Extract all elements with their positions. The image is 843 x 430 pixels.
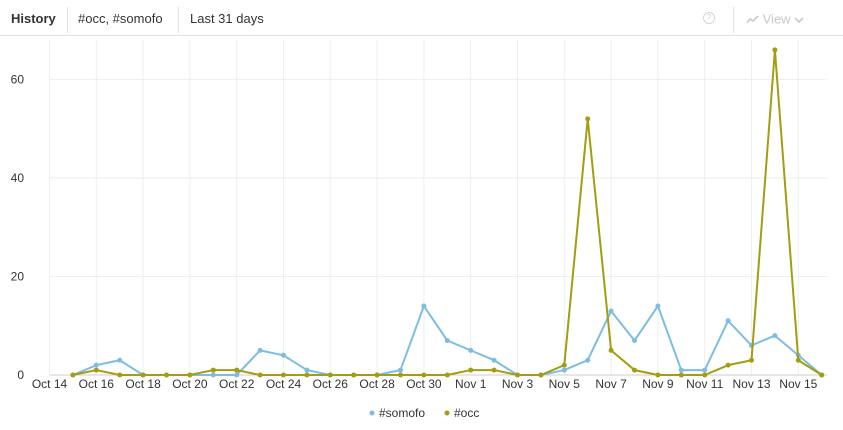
data-point: [257, 347, 263, 353]
legend: #somofo #occ: [369, 406, 479, 420]
x-tick-label: Oct 26: [313, 377, 349, 391]
legend-marker: [444, 410, 450, 416]
view-label: View: [762, 11, 791, 27]
data-point: [281, 372, 286, 378]
x-tick-label: Nov 11: [686, 377, 723, 391]
x-tick-label: Nov 7: [595, 377, 627, 391]
x-tick-label: Nov 9: [642, 377, 674, 391]
y-tick-label: 0: [17, 368, 24, 382]
series-line: [72, 48, 823, 376]
data-point: [608, 347, 614, 353]
y-tick-label: 20: [11, 269, 25, 283]
x-tick-label: Nov 5: [549, 377, 581, 391]
x-tick-label: Oct 24: [266, 377, 302, 391]
data-point: [749, 357, 754, 363]
x-axis-ticks: Oct 14 Oct 16 Oct 18 Oct 20 Oct 22 Oct 24 Oct …: [32, 377, 818, 391]
data-point: [772, 333, 778, 339]
data-point: [281, 352, 286, 358]
data-point: [491, 357, 497, 363]
data-point: [538, 372, 544, 378]
data-point: [210, 372, 216, 378]
x-tick-label: Oct 20: [172, 377, 208, 391]
data-point: [632, 338, 637, 344]
data-point: [772, 47, 778, 53]
data-point: [678, 367, 684, 373]
data-point: [725, 318, 731, 324]
data-point: [70, 372, 76, 378]
data-point: [725, 362, 731, 368]
header-divider: [178, 7, 179, 33]
data-point: [468, 347, 474, 353]
data-point: [117, 372, 123, 378]
header-divider: [733, 7, 734, 33]
data-point: [491, 367, 497, 373]
data-point: [327, 372, 333, 378]
legend-label: #somofo: [379, 406, 425, 420]
data-point: [398, 372, 403, 378]
y-tick-label: 60: [11, 72, 25, 86]
data-point: [515, 372, 520, 378]
data-point: [585, 116, 591, 122]
legend-label: #occ: [454, 406, 479, 420]
data-point: [398, 367, 403, 373]
x-tick-label: Oct 16: [79, 377, 115, 391]
data-point: [608, 308, 614, 314]
x-tick-label: Oct 30: [406, 377, 442, 391]
x-tick-label: Oct 14: [32, 377, 68, 391]
data-point: [561, 362, 567, 368]
data-point: [632, 367, 637, 373]
data-point: [164, 372, 169, 378]
x-tick-label: Nov 3: [502, 377, 534, 391]
date-range-filter[interactable]: Last 31 days: [190, 11, 264, 26]
legend-marker: [369, 410, 375, 416]
data-point: [795, 357, 801, 363]
data-point: [351, 372, 357, 378]
data-point: [702, 367, 708, 373]
data-point: [210, 367, 216, 373]
data-point: [187, 372, 193, 378]
data-point: [93, 367, 99, 373]
series-lines: [70, 47, 825, 378]
help-icon[interactable]: ?: [703, 12, 715, 24]
data-point: [304, 372, 310, 378]
data-point: [702, 372, 708, 378]
data-point: [468, 367, 474, 373]
x-tick-label: Nov 13: [732, 377, 770, 391]
data-point: [93, 362, 99, 368]
data-point: [234, 372, 240, 378]
data-point: [374, 372, 380, 378]
x-tick-label: Oct 28: [359, 377, 395, 391]
history-title: History: [11, 11, 56, 26]
trend-icon: [746, 14, 759, 24]
data-point: [655, 372, 661, 378]
x-tick-label: Nov 15: [779, 377, 817, 391]
data-point: [421, 303, 427, 309]
chart-header: History #occ, #somofo Last 31 days ? Vie…: [0, 0, 843, 36]
terms-filter[interactable]: #occ, #somofo: [78, 11, 163, 26]
data-point: [585, 357, 591, 363]
data-point: [304, 367, 310, 373]
data-point: [561, 367, 567, 373]
chevron-down-icon: [794, 16, 804, 23]
x-tick-label: Oct 18: [125, 377, 161, 391]
data-point: [819, 372, 825, 378]
data-point: [444, 338, 450, 344]
y-axis-ticks: 0 20 40 60: [11, 72, 25, 382]
data-point: [444, 372, 450, 378]
data-point: [678, 372, 684, 378]
x-tick-label: Nov 1: [455, 377, 487, 391]
data-point: [140, 372, 146, 378]
x-tick-label: Oct 22: [219, 377, 255, 391]
grid-lines: [49, 40, 827, 376]
y-tick-label: 40: [11, 171, 25, 185]
data-point: [257, 372, 263, 378]
view-button[interactable]: View: [746, 0, 804, 36]
data-point: [234, 367, 240, 373]
header-divider: [67, 7, 68, 33]
data-point: [421, 372, 427, 378]
data-point: [655, 303, 661, 309]
data-point: [117, 357, 123, 363]
